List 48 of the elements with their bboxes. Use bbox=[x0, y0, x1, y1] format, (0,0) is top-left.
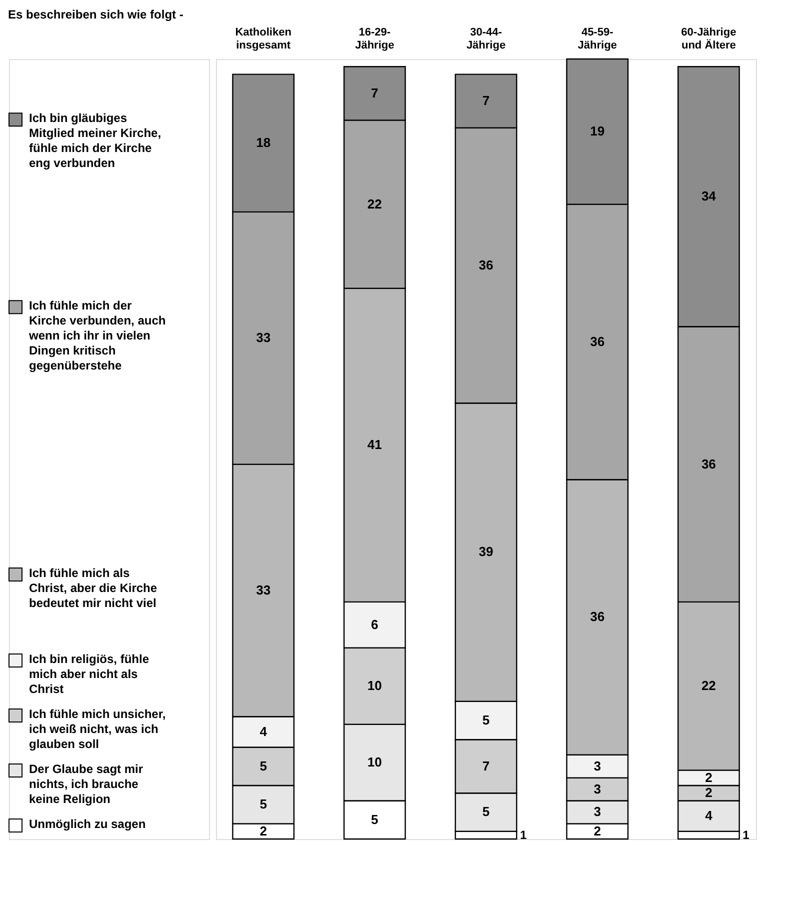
data-label: 22 bbox=[701, 678, 716, 694]
data-label: 3 bbox=[594, 758, 601, 774]
x-tick-label: 60-Jährige und Ältere bbox=[681, 26, 736, 52]
data-label: 3 bbox=[594, 781, 601, 796]
x-tick-label: 16-29-Jährige bbox=[355, 26, 394, 52]
data-label: 33 bbox=[256, 582, 271, 598]
data-label: 7 bbox=[482, 758, 490, 774]
legend-label: Der Glaube sagt mir nichts, ich brauche keine Religion bbox=[29, 762, 144, 806]
x-tick-label: 30-44-Jährige bbox=[466, 26, 506, 52]
data-label: 1 bbox=[520, 828, 527, 842]
x-tick-label: Katholiken insgesamt bbox=[235, 26, 292, 52]
data-label: 1 bbox=[742, 828, 750, 842]
data-label: 4 bbox=[260, 724, 268, 739]
data-label: 36 bbox=[590, 609, 605, 624]
data-label: 5 bbox=[260, 796, 267, 812]
legend-label: Ich bin religiös, fühle mich aber nicht als Christ bbox=[29, 652, 150, 696]
data-label: 2 bbox=[705, 785, 712, 800]
data-label: 5 bbox=[260, 758, 267, 774]
data-label: 33 bbox=[256, 330, 271, 346]
data-label: 5 bbox=[482, 712, 490, 728]
legend-label: Ich fühle mich als Christ, aber die Kirche bedeutet mir nicht viel bbox=[29, 566, 158, 610]
data-label: 2 bbox=[594, 823, 601, 838]
data-label: 2 bbox=[705, 770, 712, 785]
data-label: 6 bbox=[371, 616, 378, 632]
x-tick-label: 45-59-Jährige bbox=[578, 26, 617, 52]
legend-label: Unmöglich zu sagen bbox=[29, 817, 146, 831]
data-label: 34 bbox=[701, 188, 717, 204]
text: Es beschreiben sich wie folgt - bbox=[8, 8, 184, 22]
data-label: 39 bbox=[478, 544, 494, 560]
data-label: 3 bbox=[594, 804, 601, 820]
data-label: 7 bbox=[482, 93, 490, 108]
data-label: 2 bbox=[260, 823, 267, 838]
data-label: 41 bbox=[367, 437, 382, 452]
data-label: 18 bbox=[256, 135, 271, 150]
legend-label: Ich fühle mich der Kirche verbunden, auch wenn ich ihr in vielen Dingen kritisch gegenüberstehe bbox=[28, 298, 166, 373]
data-label: 36 bbox=[478, 257, 494, 272]
data-label: 10 bbox=[367, 678, 382, 694]
data-label: 36 bbox=[590, 334, 605, 349]
data-label: 5 bbox=[482, 804, 490, 820]
data-label: 5 bbox=[371, 812, 378, 827]
data-label: 4 bbox=[705, 808, 714, 824]
data-label: 36 bbox=[701, 456, 716, 472]
data-label: 10 bbox=[367, 754, 382, 770]
legend-label: Ich bin gläubiges Mitglied meiner Kirche, fühle mich der Kirche eng verbunden bbox=[29, 111, 162, 170]
data-label: 19 bbox=[590, 124, 605, 139]
data-label: 7 bbox=[371, 85, 378, 100]
legend-label: Ich fühle mich unsicher, ich weiß nicht, was ich glauben soll bbox=[29, 707, 166, 751]
data-label: 22 bbox=[367, 196, 382, 212]
